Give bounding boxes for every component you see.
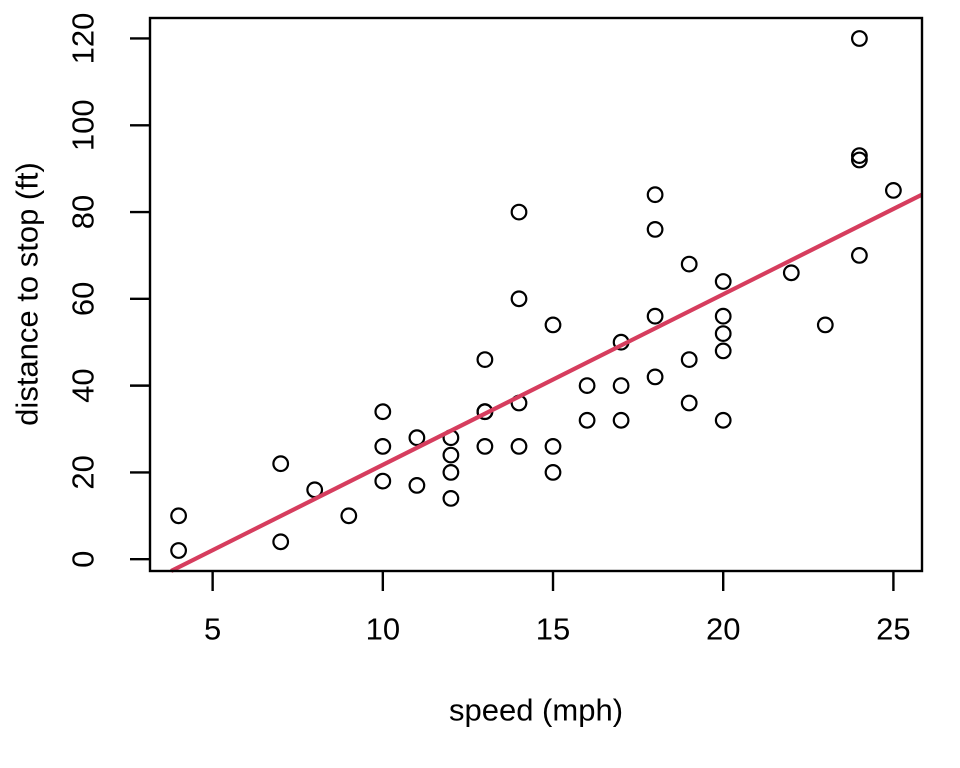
data-point xyxy=(476,438,494,455)
y-tick-label: 100 xyxy=(66,99,101,151)
data-point xyxy=(374,403,392,421)
y-axis-title: distance to stop (ft) xyxy=(10,162,45,426)
data-point xyxy=(851,30,868,47)
y-tick-label: 80 xyxy=(66,195,101,229)
data-point xyxy=(612,411,630,429)
data-point xyxy=(510,438,528,455)
data-point xyxy=(272,455,290,473)
y-tick-label: 40 xyxy=(66,368,101,402)
data-point xyxy=(510,203,528,221)
data-point xyxy=(544,438,562,455)
data-point xyxy=(612,377,630,395)
y-tick-label: 20 xyxy=(66,455,101,489)
data-point xyxy=(408,429,426,447)
data-point xyxy=(680,394,698,412)
data-point xyxy=(816,316,834,334)
regression-line xyxy=(170,192,923,573)
data-point xyxy=(714,411,732,429)
data-point xyxy=(714,273,732,290)
data-point xyxy=(544,464,562,481)
data-point xyxy=(782,264,800,282)
data-point xyxy=(442,446,460,464)
data-point xyxy=(851,147,868,165)
data-point xyxy=(442,490,460,507)
data-point xyxy=(578,377,596,395)
x-tick-label: 5 xyxy=(204,612,221,647)
x-axis-title: speed (mph) xyxy=(449,693,623,728)
data-point xyxy=(646,307,664,325)
data-point xyxy=(408,477,426,494)
data-point xyxy=(714,325,732,343)
x-tick-label: 20 xyxy=(706,612,740,647)
data-point xyxy=(680,255,698,273)
data-point xyxy=(544,316,562,334)
data-point xyxy=(851,246,868,264)
data-point xyxy=(885,181,902,199)
plot-border xyxy=(148,16,924,573)
data-point xyxy=(851,151,868,169)
data-point xyxy=(646,186,664,204)
x-tick-label: 10 xyxy=(366,612,400,647)
data-point xyxy=(714,342,732,360)
data-point xyxy=(170,507,188,525)
data-point xyxy=(646,220,664,238)
data-point xyxy=(476,351,494,369)
y-tick-label: 0 xyxy=(66,551,101,568)
data-point xyxy=(374,472,392,490)
y-tick-label: 120 xyxy=(66,13,101,65)
x-tick-label: 15 xyxy=(536,612,570,647)
data-point xyxy=(442,464,460,481)
data-point xyxy=(646,368,664,386)
data-point xyxy=(578,411,596,429)
data-point xyxy=(374,438,392,455)
data-point xyxy=(680,351,698,369)
data-point xyxy=(170,542,188,559)
y-tick-label: 60 xyxy=(66,282,101,316)
data-point xyxy=(510,290,528,308)
data-point xyxy=(340,507,358,525)
data-point xyxy=(714,307,732,325)
x-tick-label: 25 xyxy=(876,612,910,647)
data-point xyxy=(272,533,290,551)
